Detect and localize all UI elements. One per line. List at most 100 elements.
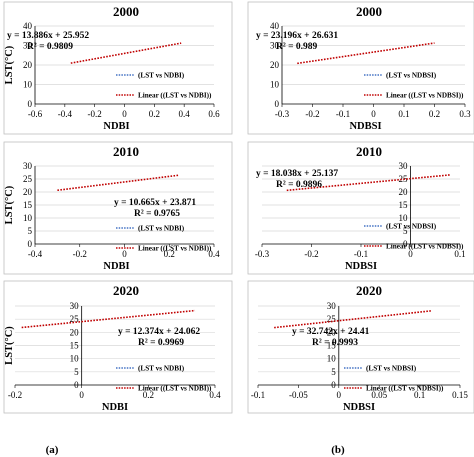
x-axis-label: NDBSI xyxy=(343,402,375,413)
r-squared: R² = 0.9809 xyxy=(27,42,73,52)
legend-entry-series: (LST vs NDBSI) xyxy=(386,223,437,231)
x-tick-label: 0.4 xyxy=(209,390,221,400)
x-tick-label: -0.2 xyxy=(305,109,319,119)
y-tick-label: 5 xyxy=(331,367,336,377)
x-axis-label: NDBI xyxy=(102,402,128,413)
x-tick-label: 0.2 xyxy=(149,109,160,119)
chart-title: 2020 xyxy=(356,283,382,298)
legend-entry-trend: Linear ((LST vs NDBSI)) xyxy=(386,243,464,251)
x-tick-label: -0.6 xyxy=(28,109,43,119)
legend-entry-trend: Linear ((LST vs NDBI)) xyxy=(138,245,212,253)
x-tick-label: 0.2 xyxy=(143,390,154,400)
y-tick-label: 10 xyxy=(70,354,80,364)
x-tick-label: -0.2 xyxy=(73,249,87,259)
x-tick-label: 0.2 xyxy=(164,249,175,259)
y-tick-label: 30 xyxy=(23,161,33,171)
chart-panel-2: 2000 0 10 20 30 40 -0.3 -0.2 -0.1 0 0.1 0.2 0.3 NDBSI… xyxy=(247,1,474,135)
x-tick-label: -0.2 xyxy=(304,249,318,259)
y-tick-label: 10 xyxy=(23,80,33,90)
y-tick-label: 15 xyxy=(399,200,409,210)
y-tick-label: 20 xyxy=(70,327,80,337)
legend-entry-trend: Linear ((LST vs NDBI)) xyxy=(138,385,212,393)
y-tick-label: 10 xyxy=(399,213,409,223)
chart-frame xyxy=(3,141,233,275)
y-axis-label: LST(°C) xyxy=(4,45,15,84)
regression-equation: y = 12.374x + 24.062 xyxy=(118,327,200,337)
chart-panel-3: 2010 0 5 10 15 20 25 30 -0.4 -0.2 0 0.2 0.4 NDBI LST(°… xyxy=(3,141,233,275)
regression-equation: y = 32.742x + 24.41 xyxy=(292,327,370,337)
regression-equation: y = 13.886x + 25.952 xyxy=(7,31,89,41)
chart-panel-1: 2000 0 10 20 30 40 -0.6 -0.4 -0.2 0 0.2 0.4 0.6 NDBI L… xyxy=(3,1,233,135)
y-tick-label: 10 xyxy=(270,80,280,90)
y-tick-label: 15 xyxy=(327,341,337,351)
r-squared: R² = 0.9896 xyxy=(276,180,322,190)
x-tick-label: -0.05 xyxy=(289,390,308,400)
x-tick-label: -0.1 xyxy=(336,109,350,119)
r-squared: R² = 0.9765 xyxy=(134,209,180,219)
y-axis-label: LST(°C) xyxy=(4,185,15,224)
y-tick-label: 0 xyxy=(275,99,280,109)
legend-entry-series: (LST vs NDBSI) xyxy=(366,365,417,373)
y-tick-label: 10 xyxy=(327,354,337,364)
y-tick-label: 30 xyxy=(23,41,33,51)
subfigure-label-a: (a) xyxy=(46,444,59,456)
legend-entry-series: (LST vs NDBI) xyxy=(138,225,185,233)
x-tick-label: -0.2 xyxy=(88,109,102,119)
chart-title: 2010 xyxy=(113,144,139,159)
y-tick-label: 40 xyxy=(23,21,33,31)
x-tick-label: 0 xyxy=(79,390,84,400)
chart-frame xyxy=(247,1,474,135)
regression-equation: y = 18.038x + 25.137 xyxy=(256,169,338,179)
x-tick-label: 0.4 xyxy=(208,249,220,259)
y-tick-label: 20 xyxy=(399,187,409,197)
x-tick-label: -0.2 xyxy=(8,390,22,400)
y-tick-label: 20 xyxy=(23,187,33,197)
chart-frame xyxy=(247,141,474,275)
chart-title: 2020 xyxy=(113,283,139,298)
trend-line xyxy=(286,174,451,192)
y-tick-label: 25 xyxy=(23,174,33,184)
x-tick-label: 0.15 xyxy=(452,390,468,400)
trend-line xyxy=(274,309,432,329)
x-tick-label: -0.1 xyxy=(251,390,265,400)
y-tick-label: 30 xyxy=(327,301,337,311)
x-tick-label: 0.2 xyxy=(429,109,440,119)
x-tick-label: -0.3 xyxy=(275,109,290,119)
trend-line xyxy=(297,42,435,65)
y-tick-label: 30 xyxy=(70,301,80,311)
r-squared: R² = 0.9993 xyxy=(312,338,358,348)
y-tick-label: 40 xyxy=(270,21,280,31)
x-tick-label: 0 xyxy=(337,390,342,400)
x-tick-label: 0.3 xyxy=(459,109,471,119)
y-tick-label: 30 xyxy=(399,161,409,171)
y-tick-label: 25 xyxy=(70,314,80,324)
x-tick-label: 0.4 xyxy=(179,109,191,119)
y-tick-label: 0 xyxy=(28,99,33,109)
x-tick-label: 0 xyxy=(122,109,127,119)
legend-entry-series: (LST vs NDBSI) xyxy=(386,72,437,80)
y-tick-label: 20 xyxy=(327,327,337,337)
legend-entry-series: (LST vs NDBI) xyxy=(138,72,185,80)
x-tick-label: 0.6 xyxy=(208,109,220,119)
x-tick-label: 0.1 xyxy=(414,390,425,400)
chart-frame xyxy=(3,1,233,135)
x-axis-label: NDBI xyxy=(103,261,129,272)
y-tick-label: 20 xyxy=(270,60,280,70)
y-tick-label: 15 xyxy=(70,341,80,351)
y-axis-label: LST(°C) xyxy=(4,326,15,365)
x-tick-label: -0.3 xyxy=(255,249,270,259)
y-tick-label: 20 xyxy=(23,60,33,70)
legend-entry-trend: Linear ((LST vs NDBSI)) xyxy=(386,92,464,100)
r-squared: R² = 0.989 xyxy=(276,42,317,52)
x-tick-label: -0.4 xyxy=(28,249,43,259)
y-tick-label: 15 xyxy=(23,200,33,210)
x-axis-label: NDBSI xyxy=(345,261,377,272)
y-tick-label: 5 xyxy=(403,226,408,236)
legend-entry-trend: Linear ((LST vs NDBSI)) xyxy=(366,385,444,393)
x-tick-label: 0 xyxy=(408,249,413,259)
chart-title: 2010 xyxy=(356,144,382,159)
